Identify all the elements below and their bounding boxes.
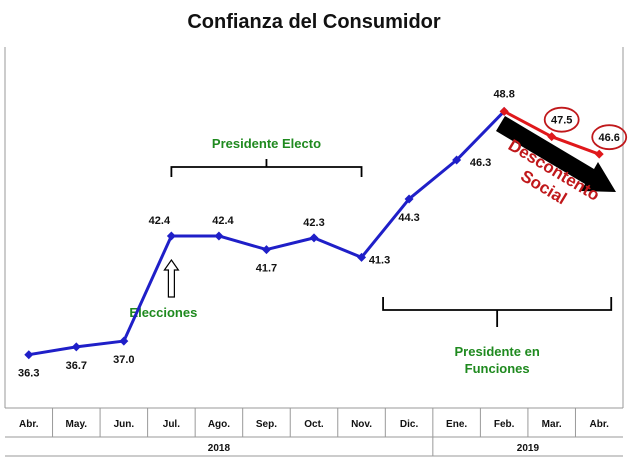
data-point — [214, 231, 224, 241]
category-label: Jun. — [114, 419, 135, 430]
data-point — [452, 155, 462, 165]
year-label: 2018 — [208, 443, 231, 454]
category-label: Abr. — [19, 419, 39, 430]
category-label: Sep. — [256, 419, 277, 430]
data-point — [547, 132, 557, 142]
category-labels-layer: Abr. May. Jun. Jul. Ago. Sep. Oct. Nov. Dic. Ene.… — [19, 408, 609, 456]
category-axis-table — [5, 407, 623, 457]
category-label: Dic. — [400, 419, 419, 430]
data-point — [404, 194, 414, 204]
data-point — [309, 233, 319, 243]
data-point — [357, 252, 367, 262]
category-label: Ago. — [208, 419, 230, 430]
year-label: 2019 — [517, 443, 540, 454]
data-point — [594, 149, 604, 159]
category-label: Mar. — [542, 419, 562, 430]
data-label: 47.5 — [551, 115, 572, 127]
chart-title: Confianza del Consumidor — [187, 11, 441, 33]
category-label: Nov. — [351, 419, 372, 430]
data-label-circle — [543, 106, 580, 133]
category-label: Oct. — [304, 419, 324, 430]
category-label: Feb. — [494, 419, 515, 430]
presidente-electo-label: Presidente Electo — [212, 136, 321, 151]
annotations: Presidente Electo Elecciones Presidente … — [129, 116, 616, 376]
data-label: 37.0 — [113, 354, 134, 366]
data-labels-layer: 36.3 36.7 37.0 42.4 42.4 41.7 42.3 41.3 44.3 46.3… — [18, 88, 628, 380]
data-label: 41.3 — [369, 254, 390, 266]
data-point — [119, 336, 129, 346]
elecciones-label: Elecciones — [129, 305, 197, 320]
data-label: 42.4 — [212, 215, 234, 227]
data-point — [71, 342, 81, 352]
presidente-electo-brace — [170, 159, 363, 177]
data-label: 36.3 — [18, 368, 39, 380]
series-layer — [24, 106, 604, 360]
descontento-arrow-icon — [496, 116, 616, 192]
data-point — [24, 350, 34, 360]
data-label: 36.7 — [66, 360, 87, 372]
category-label: Jul. — [163, 419, 180, 430]
category-label: May. — [66, 419, 88, 430]
data-point — [499, 106, 509, 116]
data-label: 42.4 — [149, 215, 171, 227]
data-point — [261, 245, 271, 255]
data-label: 42.3 — [303, 217, 324, 229]
data-label-circle — [591, 124, 628, 151]
data-label: 41.7 — [256, 263, 277, 275]
data-point — [166, 231, 176, 241]
data-label: 48.8 — [493, 88, 514, 100]
data-label: 44.3 — [398, 212, 419, 224]
presidente-funciones-label-line2: Funciones — [465, 361, 530, 376]
elecciones-arrow-icon — [163, 258, 180, 298]
category-label: Ene. — [446, 419, 467, 430]
category-label: Abr. — [590, 419, 610, 430]
presidente-funciones-label-line1: Presidente en — [455, 344, 540, 359]
data-label: 46.6 — [599, 132, 620, 144]
data-label: 46.3 — [470, 157, 491, 169]
presidente-funciones-brace — [382, 297, 613, 327]
